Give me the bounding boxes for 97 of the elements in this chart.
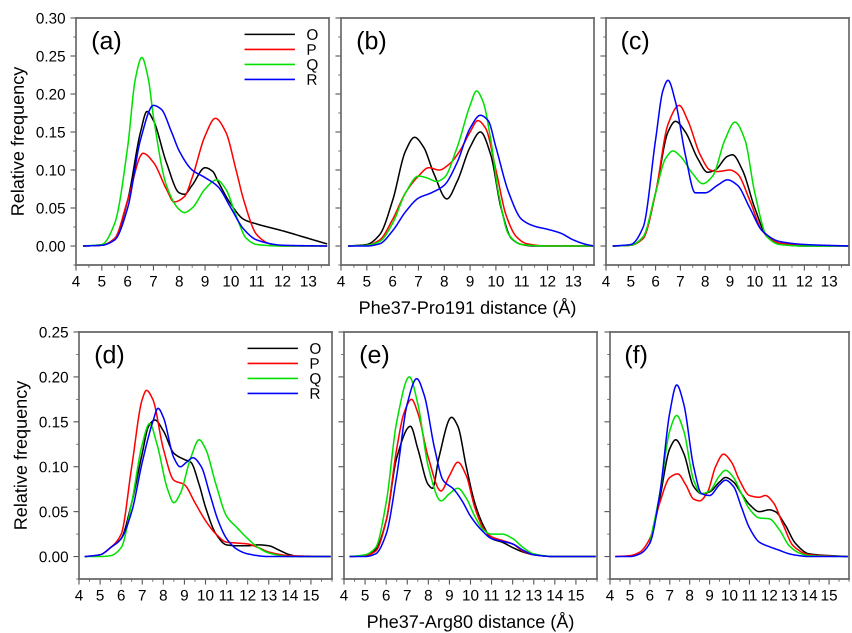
- x-tick-label: 10: [224, 276, 239, 287]
- legend-label: P: [310, 358, 319, 369]
- x-tick-label: 11: [250, 276, 264, 286]
- x-tick-label: 11: [484, 590, 499, 600]
- y-tick-label: 0.25: [36, 50, 65, 62]
- x-tick-label: 9: [706, 590, 714, 601]
- x-tick-label: 9: [446, 590, 453, 601]
- y-tick-label: 0.30: [36, 12, 65, 24]
- annotation: (f): [626, 345, 646, 368]
- x-tick-label: 12: [505, 590, 520, 600]
- x-tick-label: 14: [282, 590, 298, 600]
- x-tick-label: 13: [301, 276, 316, 287]
- x-tick-label: 13: [566, 276, 582, 287]
- legend-label: O: [307, 29, 318, 40]
- y-tick-label: 0.05: [39, 506, 68, 518]
- x-tick-label: 8: [160, 590, 167, 601]
- x-tick-label: 13: [261, 590, 277, 601]
- x-tick-label: 4: [72, 276, 80, 286]
- x-tick-label: 10: [747, 276, 763, 287]
- x-tick-label: 9: [726, 276, 734, 287]
- y-tick-label: 0.00: [36, 240, 65, 252]
- x-tick-label: 11: [772, 276, 787, 286]
- x-tick-label: 11: [742, 590, 757, 600]
- x-axis-title: Phe37-Pro191 distance (Å): [360, 298, 576, 318]
- y-axis-title: Relative frequency: [14, 380, 31, 529]
- x-tick-label: 12: [762, 590, 778, 600]
- x-tick-label: 4: [337, 276, 345, 286]
- x-tick-label: 5: [627, 276, 634, 287]
- y-tick-label: 0.20: [39, 372, 68, 383]
- y-tick-label: 0.10: [39, 462, 68, 472]
- legend-label: O: [310, 343, 321, 354]
- x-tick-label: 11: [220, 590, 234, 600]
- x-tick-label: 8: [686, 590, 694, 601]
- x-tick-label: 5: [98, 276, 106, 287]
- x-tick-label: 10: [198, 590, 214, 601]
- x-tick-label: 11: [514, 276, 529, 286]
- x-tick-label: 13: [782, 590, 798, 601]
- legend-label: Q: [310, 373, 321, 387]
- x-tick-label: 5: [96, 590, 104, 601]
- x-tick-label: 8: [440, 276, 448, 287]
- x-tick-label: 6: [646, 590, 654, 601]
- x-tick-label: 5: [361, 590, 369, 601]
- x-tick-label: 9: [466, 276, 474, 287]
- x-tick-label: 7: [414, 276, 422, 286]
- x-axis-title: Phe37-Arg80 distance (Å): [368, 612, 574, 632]
- x-tick-label: 15: [568, 590, 584, 601]
- x-tick-label: 10: [722, 590, 738, 601]
- y-tick-label: 0.15: [36, 126, 65, 138]
- x-tick-label: 12: [540, 276, 556, 286]
- y-tick-label: 0.20: [36, 88, 65, 100]
- x-tick-label: 10: [463, 590, 478, 601]
- x-tick-label: 7: [138, 590, 146, 600]
- x-tick-label: 14: [548, 590, 563, 600]
- annotation: (e): [360, 345, 388, 368]
- x-tick-label: 8: [702, 276, 709, 287]
- annotation: (c): [622, 31, 648, 54]
- x-tick-label: 8: [176, 276, 183, 287]
- x-tick-label: 7: [666, 590, 674, 600]
- x-tick-label: 10: [488, 276, 504, 287]
- y-axis-title: Relative frequency: [10, 66, 28, 215]
- annotation: (d): [96, 345, 124, 368]
- x-tick-label: 4: [75, 590, 83, 600]
- x-tick-label: 5: [626, 590, 634, 601]
- x-tick-label: 13: [822, 276, 837, 287]
- x-tick-label: 13: [526, 590, 542, 601]
- x-tick-label: 4: [340, 590, 348, 600]
- x-tick-label: 12: [797, 276, 812, 286]
- legend-label: R: [310, 388, 320, 399]
- x-tick-label: 7: [676, 276, 684, 286]
- x-tick-label: 14: [802, 590, 818, 600]
- y-tick-label: 0.10: [36, 164, 65, 176]
- legend-label: P: [308, 44, 316, 55]
- y-tick-label: 0.00: [39, 551, 68, 562]
- annotation: (a): [92, 31, 120, 54]
- x-tick-label: 7: [404, 590, 411, 600]
- x-tick-label: 4: [602, 276, 610, 286]
- annotation: (b): [358, 31, 386, 54]
- x-tick-label: 15: [304, 590, 319, 601]
- y-tick-label: 0.25: [39, 326, 68, 338]
- x-tick-label: 4: [606, 590, 614, 600]
- x-tick-label: 6: [118, 590, 125, 601]
- x-tick-label: 6: [382, 590, 390, 601]
- y-tick-label: 0.15: [39, 416, 68, 428]
- x-tick-label: 7: [150, 276, 157, 286]
- x-tick-label: 15: [822, 590, 837, 601]
- x-tick-label: 9: [180, 590, 188, 601]
- x-tick-label: 6: [124, 276, 132, 287]
- x-tick-label: 12: [275, 276, 290, 286]
- y-tick-label: 0.05: [36, 202, 65, 214]
- x-tick-label: 6: [389, 276, 396, 287]
- x-tick-label: 9: [202, 276, 209, 287]
- x-tick-label: 6: [652, 276, 660, 287]
- legend-label: Q: [307, 59, 318, 73]
- legend-label: R: [308, 74, 317, 85]
- x-tick-label: 5: [363, 276, 370, 287]
- x-tick-label: 8: [424, 590, 432, 601]
- x-tick-label: 12: [240, 590, 256, 600]
